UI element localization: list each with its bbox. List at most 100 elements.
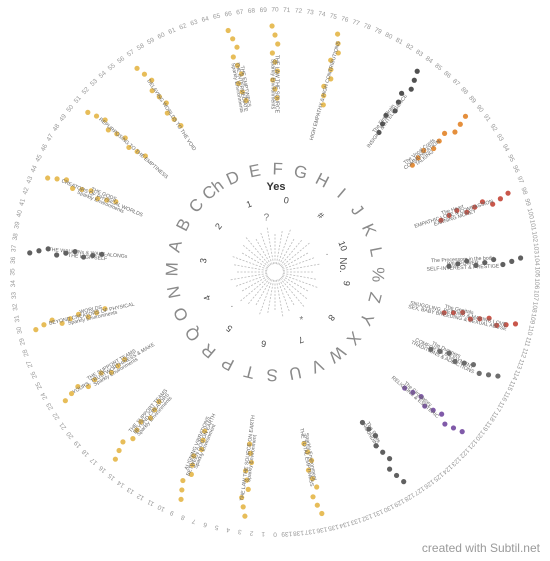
outer-number: 103 [532, 243, 540, 255]
letter-f[interactable]: F [272, 159, 283, 178]
bead-icon [410, 389, 416, 396]
bead-icon [179, 487, 185, 493]
segment-label[interactable]: THE HIGH SELF [68, 253, 108, 262]
letter-s[interactable]: S [266, 365, 278, 384]
segment-label[interactable]: WORLDS [79, 305, 103, 316]
bead-icon [147, 415, 154, 421]
outer-number: 12 [136, 492, 146, 502]
digit-3[interactable]: 3 [198, 257, 209, 264]
symbol-mark[interactable]: · [325, 249, 328, 260]
digit-7[interactable]: 7 [297, 334, 305, 345]
segment-label[interactable]: BEYOND CREATORS OF PHYSICAL [49, 302, 136, 327]
segment-label[interactable]: REPURPOSING TO THE EMPTINESS [97, 117, 169, 181]
bead-icon [240, 504, 246, 510]
letter-c[interactable]: C [185, 195, 207, 217]
segment-label[interactable]: THE LAW THE SOURCE [274, 55, 280, 114]
outer-number: 2 [249, 529, 254, 536]
segment-label[interactable]: RELIGIONS & ESOTERIC [390, 375, 440, 420]
letter-l[interactable]: L [366, 245, 386, 258]
digit-6[interactable]: 6 [260, 338, 267, 349]
bead-icon [373, 443, 379, 449]
segment-label[interactable]: HIGH EMPATHY & HIGH CONTRIBUTIONS [309, 40, 342, 141]
letter-r[interactable]: R [198, 340, 220, 362]
yes-label[interactable]: Yes [267, 181, 286, 193]
no-label[interactable]: No. [337, 257, 348, 273]
letter-p[interactable]: P [218, 353, 237, 375]
letter-g[interactable]: G [292, 161, 310, 183]
segment-label[interactable]: The Processors in the body [431, 255, 495, 264]
letter-m[interactable]: M [162, 262, 181, 277]
letter-ch[interactable]: Ch [199, 176, 228, 204]
bead-icon [500, 261, 506, 268]
symbol-mark[interactable]: ? [264, 212, 270, 223]
letter-v[interactable]: V [308, 355, 327, 377]
bead-icon [436, 138, 442, 144]
bead-icon [479, 199, 486, 205]
outer-number: 27 [25, 359, 34, 369]
outer-number: 63 [190, 18, 199, 27]
segment-label[interactable]: DELAYING WORLDS TO THE VOID [145, 78, 197, 152]
outer-number: 40 [16, 209, 25, 218]
outer-number: 130 [382, 502, 395, 513]
bead-icon [243, 468, 249, 474]
outer-number: 76 [340, 15, 349, 24]
letter-h[interactable]: H [312, 169, 332, 192]
letter-u[interactable]: U [287, 362, 303, 383]
outer-number: 119 [481, 420, 493, 433]
bead-icon [115, 363, 121, 369]
bead-icon [359, 419, 366, 426]
letter-o[interactable]: O [170, 304, 193, 324]
digit-4[interactable]: 4 [202, 294, 213, 302]
segment-label[interactable]: SELF-INTEREST & PRESTIGE [426, 263, 500, 272]
bead-icon [461, 360, 467, 366]
outer-number: 79 [373, 27, 383, 36]
segment-label[interactable]: EMPATHIC LOVE & COMPASSION [414, 199, 494, 230]
bead-icon [320, 102, 326, 108]
outer-number: 49 [58, 113, 68, 123]
bead-icon [395, 99, 402, 105]
segment-label[interactable]: YOURS, TRUSTWORTHINESS & MAKE [72, 342, 157, 396]
digit-9[interactable]: 9 [341, 280, 352, 287]
outer-number: 109 [528, 313, 537, 325]
digit-5[interactable]: 5 [224, 323, 234, 334]
letter-x[interactable]: X [343, 328, 365, 349]
symbol-mark[interactable]: · [230, 301, 233, 312]
letter-i[interactable]: I [333, 184, 349, 202]
letter-k[interactable]: K [358, 221, 380, 240]
bead-icon [418, 393, 424, 400]
letter-d[interactable]: D [223, 167, 242, 189]
digit-1[interactable]: 1 [245, 199, 253, 210]
letter-t[interactable]: T [242, 361, 257, 382]
digit-2[interactable]: 2 [213, 221, 224, 231]
outer-number: 111 [523, 336, 532, 348]
letter-w[interactable]: W [325, 342, 349, 367]
segment-label[interactable]: CREATORS OF PHYSICAL WORLDS [60, 178, 144, 218]
letter-e[interactable]: E [247, 161, 262, 182]
segment-label[interactable]: BEYOND CREATORS [132, 392, 171, 435]
bead-icon [314, 502, 320, 508]
digit-#[interactable]: # [316, 210, 326, 221]
letter-n[interactable]: N [163, 284, 184, 300]
bead-icon [178, 123, 184, 129]
bead-icon [244, 477, 250, 483]
letter-y[interactable]: Y [356, 310, 378, 329]
letter-b[interactable]: B [172, 215, 194, 234]
segment-label[interactable]: WILLPOWER [447, 260, 479, 267]
letter-%[interactable]: % [368, 267, 387, 283]
bead-icon [321, 83, 327, 89]
bead-icon [464, 258, 470, 264]
bead-icon [476, 370, 482, 376]
letter-z[interactable]: Z [364, 290, 385, 305]
digit-0[interactable]: 0 [283, 195, 290, 206]
letter-q[interactable]: Q [181, 323, 204, 345]
segment-label[interactable]: INSIGHT & INTELLIGENCE [366, 93, 409, 149]
segment-label[interactable]: COMMUNICATION [403, 139, 442, 172]
letter-a[interactable]: A [165, 238, 186, 254]
segment-label[interactable]: Sparkly Environments [270, 59, 276, 110]
outer-number: 105 [533, 267, 540, 278]
outer-number: 16 [97, 464, 107, 474]
letter-j[interactable]: J [347, 201, 367, 219]
digit-10[interactable]: 10 [336, 240, 349, 253]
digit-8[interactable]: 8 [326, 313, 337, 323]
symbol-mark[interactable]: * [299, 315, 303, 326]
